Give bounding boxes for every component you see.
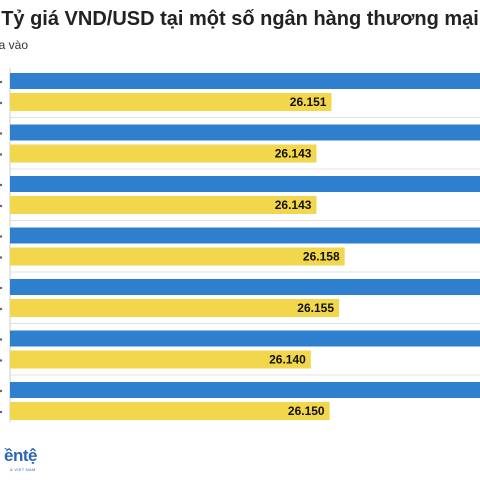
category-tick [0,80,3,84]
bar-series-2 [10,350,311,369]
data-label: 26.155 [297,301,334,315]
category-tick [0,235,3,238]
data-label: 26.158 [303,250,340,264]
category-tick [0,338,3,341]
category-tick [0,132,3,135]
category-tick [0,307,3,311]
data-label: 26.150 [288,404,325,418]
category-tick [0,183,3,187]
bar-series-2 [10,93,332,111]
legend-buy-label: ua vào [0,38,29,52]
category-tick [0,410,3,414]
brand-logo-subtext: & VIET NAM [10,467,36,472]
category-tick [0,153,3,156]
bar-series-1 [10,330,480,347]
data-label: 26.143 [275,198,312,212]
category-tick [0,204,3,208]
category-tick [0,101,3,105]
category-tick [0,286,3,290]
data-label: 26.140 [269,353,306,367]
bar-series-2 [10,247,345,266]
bar-series-2 [10,144,317,163]
category-tick [0,256,3,259]
bar-series-2 [10,402,330,420]
category-tick [0,389,3,393]
bar-series-1 [10,176,480,192]
data-label: 26.151 [290,95,327,109]
data-label: 26.143 [275,147,312,161]
bar-series-2 [10,196,317,214]
bar-series-1 [10,73,480,89]
bar-series-1 [10,382,480,398]
bar-series-1 [10,279,480,295]
brand-logo: ềntệ [4,446,37,465]
bar-series-1 [10,124,480,141]
chart-title: Tỷ giá VND/USD tại một số ngân hàng thươ… [1,8,479,30]
category-tick [0,359,3,362]
bar-series-2 [10,299,339,317]
bar-series-1 [10,227,480,244]
